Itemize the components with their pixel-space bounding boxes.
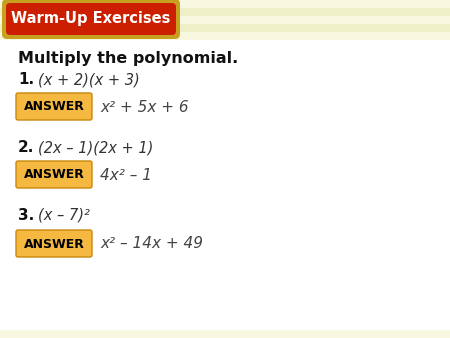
Text: ANSWER: ANSWER [23,169,85,182]
Bar [0,32,450,40]
Text: Warm-Up Exercises: Warm-Up Exercises [11,11,171,26]
Text: 2.: 2. [18,141,34,155]
Text: (x + 2)(x + 3): (x + 2)(x + 3) [38,72,140,88]
Text: x² + 5x + 6: x² + 5x + 6 [100,99,189,115]
Bar [0,40,450,330]
FancyBboxPatch shape [16,230,92,257]
Bar [0,8,450,16]
Text: x² – 14x + 49: x² – 14x + 49 [100,237,203,251]
Bar [0,24,450,32]
Text: ANSWER: ANSWER [23,100,85,114]
FancyBboxPatch shape [6,3,176,35]
Bar [0,16,450,24]
Bar [0,330,450,338]
Text: 3.: 3. [18,208,34,222]
FancyBboxPatch shape [2,0,180,39]
FancyBboxPatch shape [16,93,92,120]
Text: Multiply the polynomial.: Multiply the polynomial. [18,50,238,66]
Bar [0,0,450,8]
Text: 1.: 1. [18,72,34,88]
FancyBboxPatch shape [16,161,92,188]
Text: (x – 7)²: (x – 7)² [38,208,90,222]
Text: 4x² – 1: 4x² – 1 [100,168,152,183]
Text: (2x – 1)(2x + 1): (2x – 1)(2x + 1) [38,141,153,155]
Text: ANSWER: ANSWER [23,238,85,250]
